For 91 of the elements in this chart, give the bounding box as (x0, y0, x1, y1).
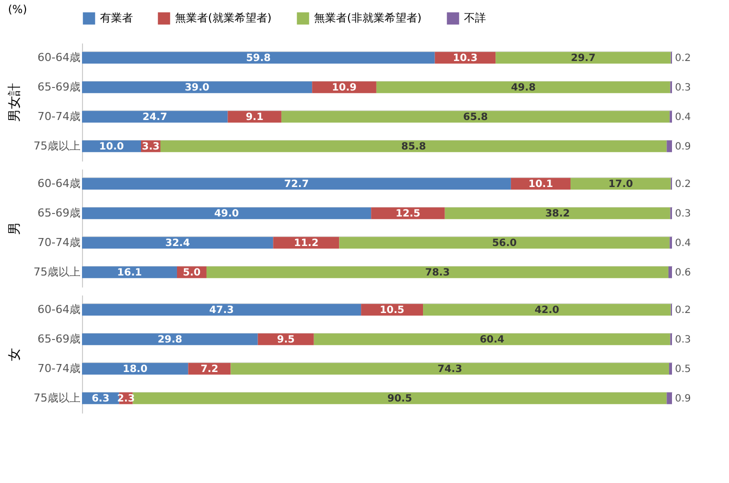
data-label: 38.2 (545, 208, 570, 220)
data-label: 16.1 (117, 267, 142, 278)
y-tick-label: 65-69歳 (38, 206, 80, 220)
bar (281, 110, 670, 123)
bar (496, 52, 671, 64)
data-label: 6.3 (92, 393, 110, 404)
data-label: 10.3 (452, 52, 478, 64)
bar (423, 304, 671, 316)
y-axis-title: 男女計 (8, 83, 23, 122)
bar (82, 207, 372, 220)
bar (82, 178, 511, 190)
data-label: 32.4 (165, 238, 190, 249)
data-label: 24.7 (142, 112, 168, 123)
y-tick-label: 65-69歳 (38, 332, 80, 346)
data-label: 11.2 (294, 238, 319, 249)
data-label: 9.1 (246, 112, 264, 123)
data-label: 0.3 (675, 82, 691, 94)
data-label: 0.3 (675, 208, 691, 220)
data-label: 18.0 (122, 364, 148, 375)
data-label: 10.9 (332, 82, 357, 94)
data-label: 59.8 (246, 52, 271, 64)
data-label: 42.0 (534, 304, 560, 316)
bar (570, 178, 671, 190)
bar (132, 392, 667, 404)
data-label: 85.8 (401, 141, 426, 152)
data-label: 78.3 (425, 267, 450, 278)
data-label: 74.3 (438, 364, 462, 375)
data-label: 49.0 (214, 208, 239, 220)
data-label: 10.5 (380, 304, 404, 316)
legend-label: 有業者 (100, 11, 133, 24)
y-tick-label: 60-64歳 (38, 50, 80, 64)
bar (160, 140, 667, 152)
bar (82, 304, 362, 316)
bar (669, 362, 672, 375)
data-label: 9.5 (276, 334, 295, 346)
bar (376, 81, 670, 94)
bar (206, 266, 668, 278)
data-label: 0.6 (675, 267, 691, 278)
data-label: 65.8 (463, 112, 488, 123)
data-label: 72.7 (284, 178, 309, 190)
data-label: 0.2 (675, 52, 691, 64)
data-label: 0.9 (675, 141, 691, 152)
data-label: 49.8 (510, 82, 536, 94)
y-tick-label: 75歳以上 (34, 391, 80, 404)
data-label: 29.7 (570, 52, 596, 64)
legend-label: 無業者(就業希望者) (175, 11, 272, 24)
data-label: 90.5 (387, 393, 412, 404)
data-label: 0.9 (675, 393, 691, 404)
y-tick-label: 75歳以上 (34, 139, 80, 152)
data-label: 5.0 (182, 267, 201, 278)
bar (82, 110, 228, 123)
data-label: 0.4 (675, 238, 691, 249)
y-tick-label: 75歳以上 (34, 265, 80, 278)
data-label: 0.2 (675, 304, 691, 316)
data-label: 39.0 (184, 82, 210, 94)
data-label: 12.5 (396, 208, 420, 220)
data-label: 0.2 (675, 178, 691, 190)
data-label: 47.3 (209, 304, 234, 316)
bar (82, 52, 435, 64)
y-tick-label: 70-74歳 (38, 110, 80, 123)
y-axis-title: 男 (8, 222, 23, 235)
data-label: 17.0 (608, 178, 634, 190)
data-label: 0.5 (675, 364, 691, 375)
y-tick-label: 60-64歳 (38, 176, 80, 190)
bar (668, 266, 672, 278)
data-label: 10.1 (528, 178, 554, 190)
legend-label: 無業者(非就業希望者) (314, 11, 422, 24)
data-label: 56.0 (492, 238, 517, 249)
text: (%) (8, 3, 28, 16)
data-label: 0.3 (675, 334, 691, 346)
y-tick-label: 70-74歳 (38, 362, 80, 375)
y-tick-label: 60-64歳 (38, 302, 80, 316)
bar (666, 140, 672, 152)
bar (666, 392, 672, 404)
data-label: 3.3 (142, 141, 160, 152)
bar (82, 81, 312, 94)
y-axis-title: 女 (8, 348, 23, 361)
data-label: 7.2 (200, 364, 218, 375)
y-tick-label: 65-69歳 (38, 80, 80, 94)
data-label: 60.4 (480, 334, 504, 346)
data-label: 29.8 (158, 334, 182, 346)
bar (314, 333, 670, 346)
bar (82, 236, 274, 249)
y-tick-label: 70-74歳 (38, 236, 80, 249)
data-label: 0.4 (675, 112, 691, 123)
bar (230, 362, 670, 375)
legend-label: 不詳 (464, 11, 486, 24)
data-label: 10.0 (99, 141, 124, 152)
bar (339, 236, 670, 249)
bar (444, 207, 670, 220)
bar (82, 333, 258, 346)
